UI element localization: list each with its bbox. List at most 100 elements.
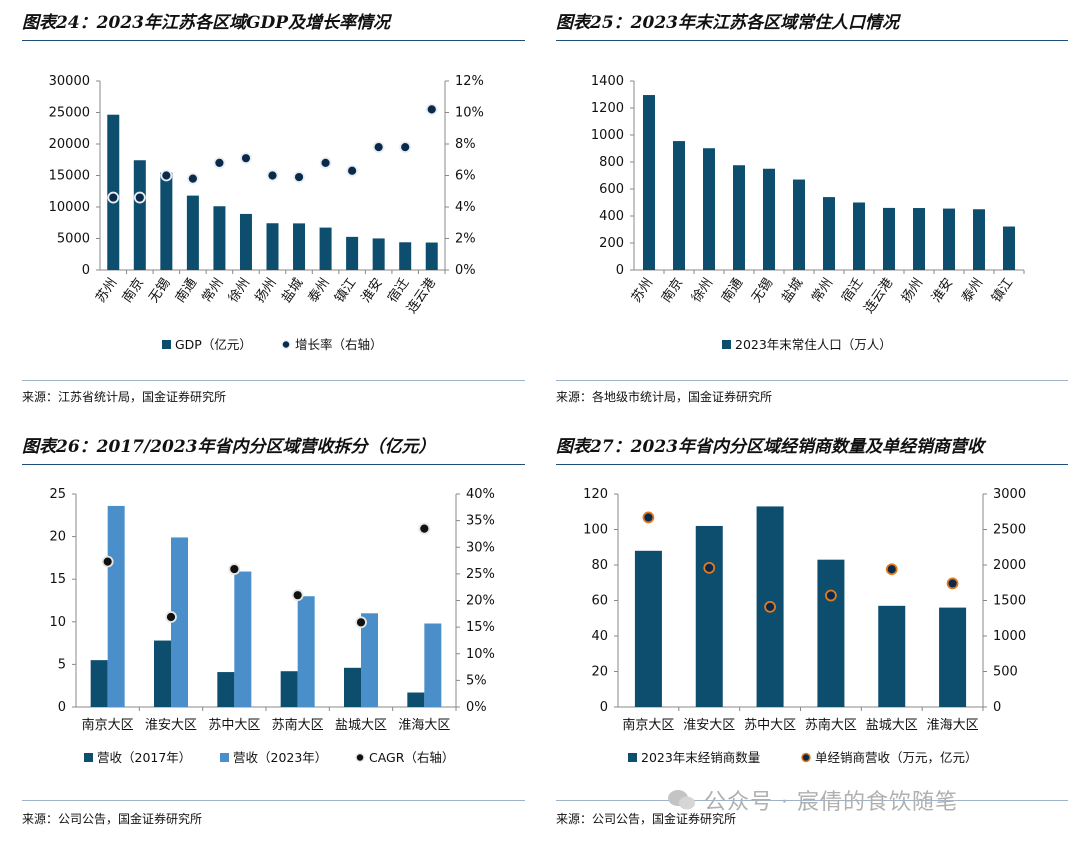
bar-2 (234, 571, 252, 707)
y-tick-label-left: 20 (591, 665, 608, 680)
legend-swatch (162, 340, 171, 349)
y-tick-label-right: 10% (466, 647, 495, 662)
y-tick-label-left: 100 (583, 523, 608, 538)
y-tick-label-left: 120 (583, 487, 608, 502)
x-tick-label: 淮安大区 (683, 718, 735, 733)
data-point (418, 522, 431, 535)
bar-1 (763, 168, 775, 270)
x-tick-label: 苏州 (93, 275, 121, 305)
data-point (266, 169, 279, 182)
y-tick-label-right: 2500 (993, 523, 1026, 538)
source-note: 来源：各地级市统计局，国金证券研究所 (556, 390, 773, 404)
data-point (642, 511, 655, 524)
x-tick-label: 泰州 (959, 276, 986, 306)
bar-1 (160, 172, 173, 270)
legend-swatch (628, 753, 637, 762)
bar-1 (425, 242, 438, 270)
y-tick-label-right: 500 (993, 665, 1018, 680)
bar-1 (293, 223, 306, 270)
legend-label: GDP（亿元） (175, 337, 252, 352)
x-tick-label: 盐城 (279, 276, 306, 306)
data-point (946, 577, 959, 590)
revenue-chart: 05101520250%5%10%15%20%25%30%35%40%南京大区淮… (49, 487, 495, 765)
bar-1 (817, 559, 845, 707)
y-tick-label-left: 0 (616, 263, 624, 278)
source-note: 来源：江苏省统计局，国金证券研究所 (22, 390, 227, 404)
y-tick-label-left: 600 (599, 182, 624, 197)
y-tick-label-left: 20 (49, 530, 66, 545)
x-tick-label: 淮海大区 (398, 718, 450, 733)
legend-label: 2023年末经销商数量 (641, 750, 760, 765)
x-tick-label: 常州 (199, 276, 226, 306)
x-tick-label: 徐州 (689, 276, 716, 306)
y-tick-label-left: 5000 (57, 232, 90, 247)
y-tick-label-left: 10000 (49, 200, 90, 215)
x-tick-label: 盐城大区 (866, 718, 918, 733)
bar-1 (399, 242, 412, 270)
data-point (825, 589, 837, 602)
y-tick-label-right: 15% (466, 620, 495, 635)
y-tick-label-right: 2% (455, 232, 476, 247)
bar-1 (217, 672, 235, 707)
y-tick-label-left: 1400 (591, 74, 624, 89)
x-tick-label: 苏南大区 (805, 717, 857, 733)
legend-marker (281, 339, 291, 350)
data-point (764, 600, 776, 613)
bar-1 (883, 207, 895, 270)
legend-swatch (722, 340, 731, 349)
chart-panel-population: 图表25：2023年末江苏各区域常住人口情况 0 200 400 600 800 1000… (556, 8, 1068, 408)
data-point (160, 169, 173, 182)
x-tick-label: 扬州 (899, 276, 926, 306)
y-tick-label-left: 20000 (49, 137, 90, 152)
x-tick-label: 南京 (119, 275, 147, 305)
bar-1 (213, 206, 226, 270)
bar-1 (823, 197, 835, 270)
x-tick-label: 常州 (809, 276, 836, 306)
legend-marker (801, 752, 811, 763)
bar-1 (280, 671, 298, 707)
bar-1 (878, 605, 906, 707)
bar-1 (266, 223, 279, 270)
x-tick-label: 南京大区 (622, 717, 674, 733)
data-point (703, 561, 716, 574)
population-chart: 0 200 400 600 800 1000 1200 1400 苏州 南京 徐州 南通 无锡 盐城 常州宿… (591, 74, 1025, 352)
x-tick-label: 苏南大区 (272, 717, 324, 733)
y-tick-label-left: 15000 (49, 169, 90, 184)
chart-title: 图表24：2023年江苏各区域GDP及增长率情况 (22, 13, 391, 33)
x-tick-label: 无锡 (146, 276, 173, 306)
y-tick-label-right: 40% (466, 487, 495, 502)
x-tick-label: 镇江 (989, 276, 1016, 306)
bar-1 (939, 607, 967, 707)
watermark: 公众号 · 宸倩的食饮随笔 (704, 790, 958, 815)
bar-2 (297, 596, 315, 707)
y-tick-label-left: 800 (599, 155, 624, 170)
title-divider (556, 40, 1068, 41)
y-tick-label-left: 0 (58, 700, 66, 715)
data-point (399, 141, 412, 154)
bar-1 (239, 213, 252, 270)
chart-title: 图表25：2023年末江苏各区域常住人口情况 (556, 13, 899, 33)
data-point (372, 141, 385, 154)
x-tick-label: 南通 (718, 275, 746, 305)
bar-1 (695, 525, 723, 707)
source-divider (22, 380, 525, 381)
y-tick-label-right: 25% (466, 567, 495, 582)
data-point (885, 563, 898, 576)
x-tick-label: 盐城 (779, 276, 806, 306)
title-divider (556, 464, 1068, 465)
bar-1 (973, 209, 985, 270)
legend-swatch (220, 753, 229, 762)
source-note: 来源：公司公告，国金证券研究所 (556, 812, 737, 826)
bar-1 (793, 179, 805, 270)
x-tick-label: 苏中大区 (744, 717, 796, 733)
chart-panel-gdp: 图表24：2023年江苏各区域GDP及增长率情况 0 5000 10000 15000… (22, 8, 525, 408)
x-tick-label: 连云港 (404, 275, 439, 316)
legend-marker (355, 752, 365, 763)
chart-title: 图表26：2017/2023年省内分区域营收拆分（亿元） (22, 437, 436, 457)
data-point (291, 589, 304, 602)
source-note: 来源：公司公告，国金证券研究所 (22, 812, 203, 826)
y-tick-label-right: 8% (455, 137, 476, 152)
wechat-icon (668, 790, 695, 810)
x-tick-label: 宿迁 (838, 275, 866, 305)
bar-1 (346, 236, 359, 270)
